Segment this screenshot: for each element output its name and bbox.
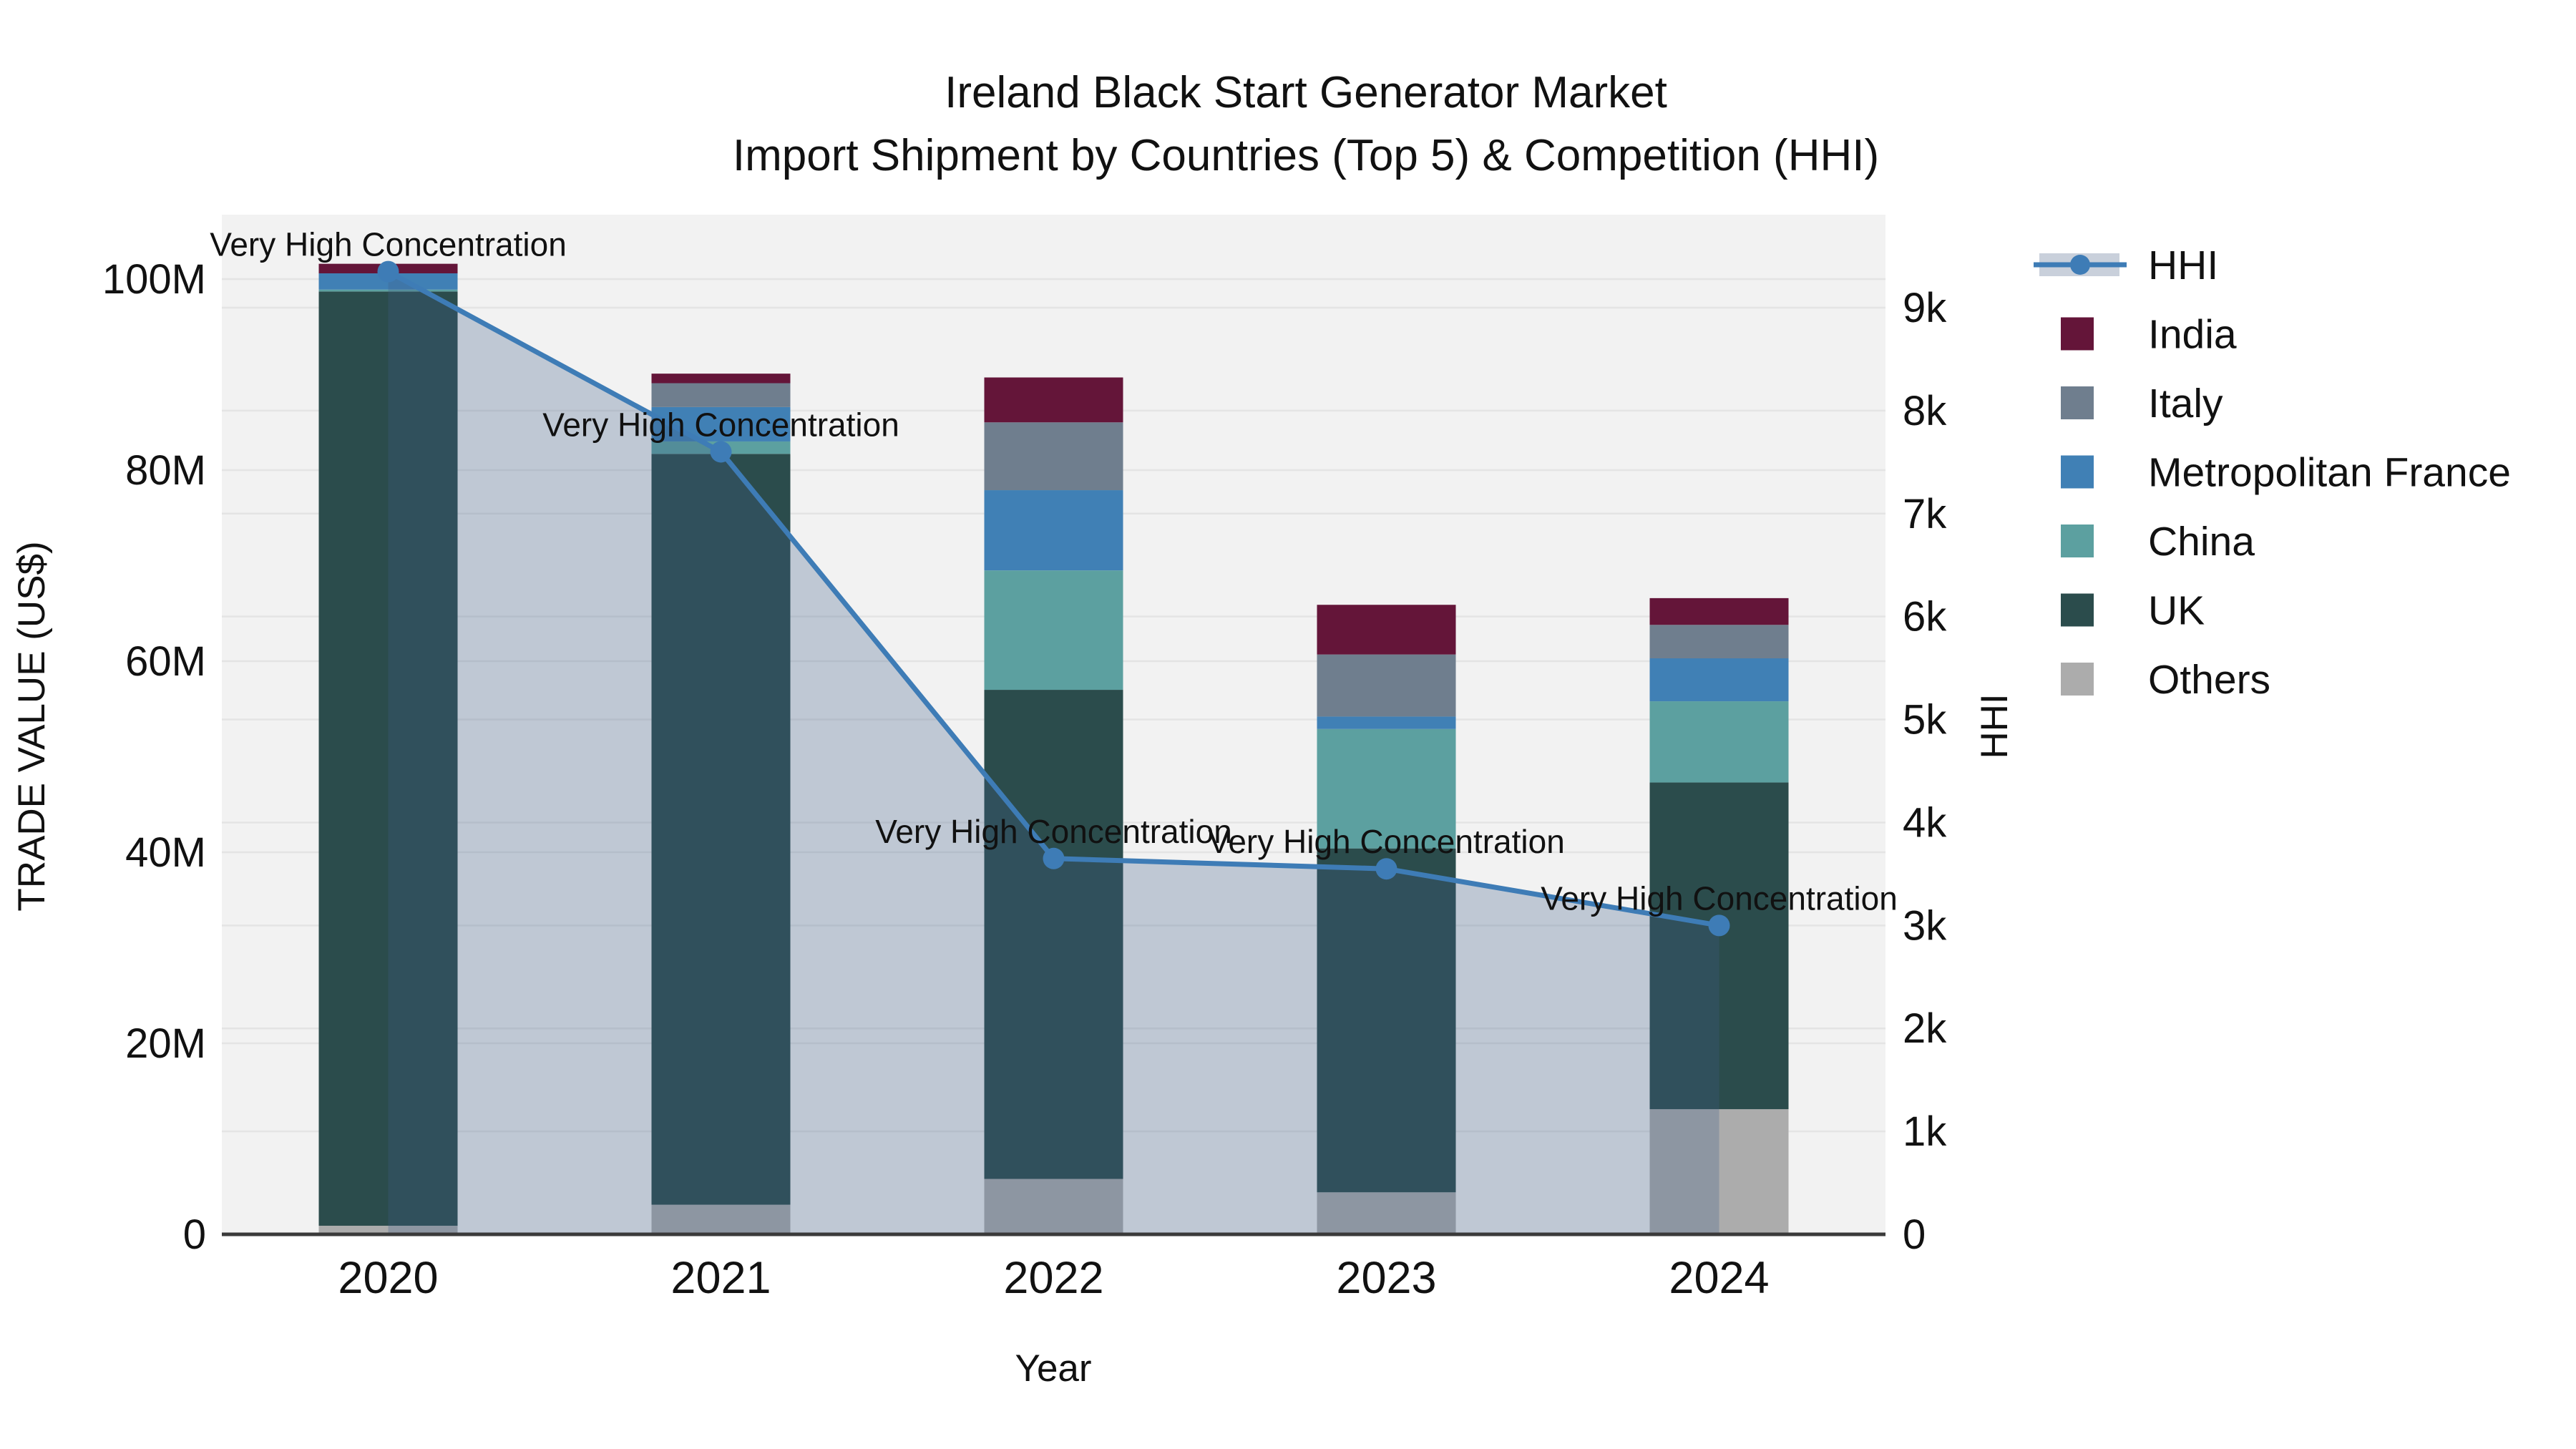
legend-label-others: Others xyxy=(2148,657,2270,703)
bar-segment-2024-china xyxy=(1649,701,1789,783)
bar-segment-2021-india xyxy=(651,374,791,384)
bar-segment-2024-india xyxy=(1649,597,1789,625)
hhi-line-layer xyxy=(377,260,1730,937)
bar-segment-2023-others xyxy=(1317,1192,1456,1234)
bar-segment-2021-italy xyxy=(651,383,791,407)
bar-segment-2021-others xyxy=(651,1204,791,1234)
right-tick-label-5k: 5k xyxy=(1903,697,1947,743)
bar-segment-2022-china xyxy=(984,570,1123,691)
left-tick-label-60M: 60M xyxy=(125,638,206,685)
right-tick-label-4k: 4k xyxy=(1903,799,1947,846)
hhi-marker-2020 xyxy=(377,260,399,283)
left-tick-label-100M: 100M xyxy=(102,256,206,303)
left-tick-label-0: 0 xyxy=(183,1211,206,1258)
tick-label-layer: 2020 2021 2022 2023 2024 0 20M 40M 60M 80M 100M 0 1k… xyxy=(102,256,1947,1303)
x-tick-label-2021: 2021 xyxy=(670,1253,771,1303)
bar-segment-2020-uk xyxy=(318,291,458,1226)
bar-segment-2024-others xyxy=(1649,1109,1789,1234)
legend-item-china: China xyxy=(2061,519,2255,565)
chart-title-line1: Ireland Black Start Generator Market xyxy=(945,68,1667,117)
hhi-marker-2021 xyxy=(710,441,732,463)
hhi-marker-2024 xyxy=(1708,914,1730,937)
legend-swatch-italy xyxy=(2061,386,2094,419)
annotation-2020: Very High Concentration xyxy=(210,226,567,263)
bar-segment-2023-uk xyxy=(1317,848,1456,1193)
bar-segment-2022-italy xyxy=(984,422,1123,491)
bar-segment-2024-metropolitan-france xyxy=(1649,658,1789,702)
x-tick-label-2022: 2022 xyxy=(1003,1253,1103,1303)
bar-segment-2020-china xyxy=(318,289,458,292)
bar-segment-2023-metropolitan-france xyxy=(1317,716,1456,729)
x-axis-title: Year xyxy=(1015,1347,1091,1390)
hhi-area-layer xyxy=(388,271,1719,1234)
bar-segment-2022-india xyxy=(984,377,1123,423)
right-tick-label-7k: 7k xyxy=(1903,491,1947,537)
legend-label-china: China xyxy=(2148,519,2255,565)
right-tick-label-1k: 1k xyxy=(1903,1108,1947,1155)
legend-swatch-metropolitan-france xyxy=(2061,455,2094,489)
bar-segment-2023-italy xyxy=(1317,654,1456,717)
legend-hhi-marker xyxy=(2070,255,2090,275)
annotation-2021: Very High Concentration xyxy=(542,406,899,443)
right-y-axis-title: HHI xyxy=(1974,693,2016,758)
x-tick-label-2024: 2024 xyxy=(1669,1253,1769,1303)
x-tick-label-2020: 2020 xyxy=(338,1253,438,1303)
annotation-2023: Very High Concentration xyxy=(1208,823,1565,860)
legend-item-uk: UK xyxy=(2061,588,2205,634)
legend-swatch-others xyxy=(2061,663,2094,696)
hhi-marker-2022 xyxy=(1043,847,1065,869)
bar-segment-2024-italy xyxy=(1649,625,1789,658)
bar-segment-2023-india xyxy=(1317,605,1456,655)
right-tick-label-9k: 9k xyxy=(1903,285,1947,331)
hhi-area xyxy=(388,271,1719,1234)
annotation-2022: Very High Concentration xyxy=(875,813,1232,850)
left-y-axis-title: TRADE VALUE (US$) xyxy=(11,541,53,911)
legend-item-italy: Italy xyxy=(2061,381,2223,426)
bar-segment-2022-uk xyxy=(984,690,1123,1179)
legend-label-india: India xyxy=(2148,312,2237,358)
legend-label-italy: Italy xyxy=(2148,381,2223,426)
legend-swatch-uk xyxy=(2061,593,2094,627)
bar-segment-2022-metropolitan-france xyxy=(984,490,1123,571)
bar-segment-2024-uk xyxy=(1649,782,1789,1110)
bar-segment-2021-uk xyxy=(651,454,791,1205)
right-tick-label-6k: 6k xyxy=(1903,594,1947,640)
legend-label-hhi: HHI xyxy=(2148,243,2218,288)
hhi-marker-2023 xyxy=(1375,858,1397,880)
legend-item-india: India xyxy=(2061,312,2237,358)
annotation-2024: Very High Concentration xyxy=(1541,879,1898,917)
x-tick-label-2023: 2023 xyxy=(1336,1253,1436,1303)
legend-item-metropolitan-france: Metropolitan France xyxy=(2061,450,2511,496)
right-tick-label-3k: 3k xyxy=(1903,902,1947,949)
right-tick-label-0: 0 xyxy=(1903,1211,1926,1258)
bar-segment-2020-others xyxy=(318,1225,458,1234)
right-tick-label-2k: 2k xyxy=(1903,1005,1947,1052)
legend-swatch-china xyxy=(2061,525,2094,557)
legend-swatch-india xyxy=(2061,317,2094,351)
left-tick-label-40M: 40M xyxy=(125,829,206,876)
bar-segment-2022-others xyxy=(984,1179,1123,1234)
left-tick-label-80M: 80M xyxy=(125,447,206,494)
legend-label-metropolitan-france: Metropolitan France xyxy=(2148,450,2511,496)
right-tick-label-8k: 8k xyxy=(1903,388,1947,434)
left-tick-label-20M: 20M xyxy=(125,1020,206,1067)
legend: HHI India Italy Metropolitan France China UK O… xyxy=(2034,243,2511,703)
stacked-bars-layer xyxy=(318,263,1789,1234)
chart-title-line2: Import Shipment by Countries (Top 5) & C… xyxy=(733,131,1879,180)
legend-item-hhi: HHI xyxy=(2034,243,2218,288)
legend-label-uk: UK xyxy=(2148,588,2205,634)
bar-segment-2023-china xyxy=(1317,728,1456,849)
legend-item-others: Others xyxy=(2061,657,2270,703)
